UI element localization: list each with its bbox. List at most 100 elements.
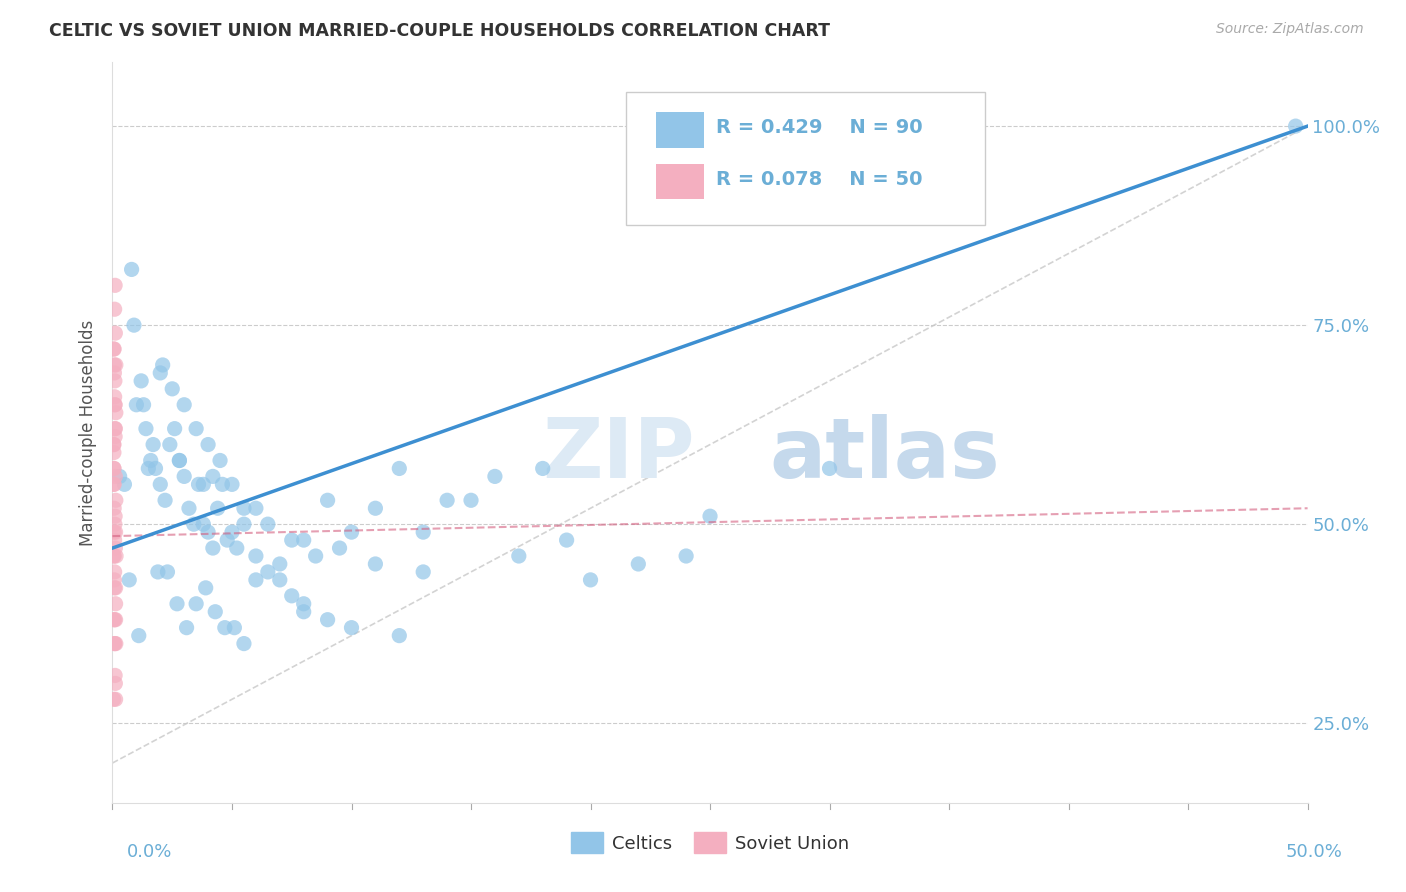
Bar xyxy=(657,112,704,147)
Point xyxy=(103,342,125,356)
Point xyxy=(340,621,363,635)
Point xyxy=(183,517,205,532)
Point xyxy=(281,533,304,547)
Point xyxy=(103,613,125,627)
Text: CELTIC VS SOVIET UNION MARRIED-COUPLE HOUSEHOLDS CORRELATION CHART: CELTIC VS SOVIET UNION MARRIED-COUPLE HO… xyxy=(49,22,830,40)
Point xyxy=(104,469,127,483)
Point xyxy=(125,398,148,412)
Point xyxy=(121,262,143,277)
Point xyxy=(104,597,127,611)
Point xyxy=(1285,119,1308,133)
Point xyxy=(412,565,434,579)
Point xyxy=(292,605,315,619)
Point xyxy=(103,525,125,540)
Point xyxy=(818,461,841,475)
Point xyxy=(108,469,131,483)
Point xyxy=(103,461,125,475)
Point xyxy=(103,437,125,451)
Point xyxy=(156,565,179,579)
Point xyxy=(217,533,239,547)
Point xyxy=(104,398,127,412)
Text: R = 0.078    N = 50: R = 0.078 N = 50 xyxy=(716,169,922,189)
Point xyxy=(104,406,127,420)
Point xyxy=(169,453,191,467)
Point xyxy=(146,565,169,579)
Point xyxy=(104,581,127,595)
Point xyxy=(159,437,181,451)
Point xyxy=(104,637,127,651)
Legend: Celtics, Soviet Union: Celtics, Soviet Union xyxy=(564,825,856,861)
Point xyxy=(129,374,152,388)
Point xyxy=(103,573,125,587)
Point xyxy=(104,565,127,579)
Point xyxy=(340,525,363,540)
Point xyxy=(162,382,183,396)
Point xyxy=(194,581,217,595)
Point xyxy=(103,477,125,491)
Point xyxy=(103,445,125,459)
Text: atlas: atlas xyxy=(770,414,1001,495)
Point xyxy=(163,422,186,436)
Point xyxy=(186,597,208,611)
Point xyxy=(364,557,387,571)
FancyBboxPatch shape xyxy=(627,92,986,226)
Text: 0.0%: 0.0% xyxy=(127,843,172,861)
Y-axis label: Married-couple Households: Married-couple Households xyxy=(79,319,97,546)
Point xyxy=(245,549,267,563)
Point xyxy=(233,501,256,516)
Point xyxy=(104,676,127,690)
Point xyxy=(197,525,219,540)
Point xyxy=(122,318,145,333)
Point xyxy=(104,374,127,388)
Point xyxy=(149,477,172,491)
Point xyxy=(204,605,226,619)
Point xyxy=(103,366,125,380)
Point xyxy=(201,541,224,555)
Point xyxy=(627,557,650,571)
Point xyxy=(699,509,721,524)
Point xyxy=(145,461,167,475)
Point xyxy=(104,493,127,508)
Point xyxy=(197,437,219,451)
Point xyxy=(169,453,191,467)
Point xyxy=(292,597,315,611)
Point xyxy=(211,477,233,491)
Point xyxy=(103,637,125,651)
Point xyxy=(128,629,150,643)
Point xyxy=(305,549,328,563)
Point xyxy=(292,533,315,547)
Point xyxy=(221,477,243,491)
Point xyxy=(484,469,506,483)
Point xyxy=(138,461,160,475)
Point xyxy=(555,533,578,547)
Text: Source: ZipAtlas.com: Source: ZipAtlas.com xyxy=(1216,22,1364,37)
Point xyxy=(104,613,127,627)
Point xyxy=(118,573,141,587)
Point xyxy=(104,637,127,651)
Point xyxy=(142,437,165,451)
Point xyxy=(225,541,247,555)
Point xyxy=(103,461,125,475)
Point xyxy=(193,517,215,532)
Point xyxy=(104,668,127,682)
Point xyxy=(103,549,125,563)
Point xyxy=(460,493,482,508)
Point xyxy=(316,493,339,508)
Point xyxy=(193,477,215,491)
Point xyxy=(103,501,125,516)
Point xyxy=(186,422,208,436)
Point xyxy=(329,541,352,555)
Point xyxy=(201,469,224,483)
Point xyxy=(104,541,127,555)
Point xyxy=(173,469,195,483)
Point xyxy=(257,565,280,579)
Point xyxy=(207,501,229,516)
Point xyxy=(103,358,125,372)
Point xyxy=(224,621,246,635)
Point xyxy=(531,461,554,475)
Point xyxy=(388,629,411,643)
Point xyxy=(104,613,127,627)
Point xyxy=(173,398,195,412)
Point xyxy=(364,501,387,516)
Point xyxy=(269,557,291,571)
